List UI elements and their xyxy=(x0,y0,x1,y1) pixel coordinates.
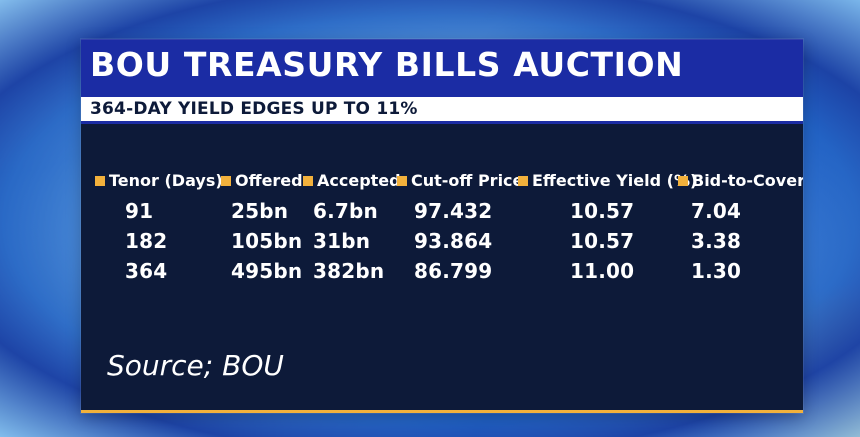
page-title: BOU TREASURY BILLS AUCTION xyxy=(90,45,684,84)
source-note: Source; BOU xyxy=(107,349,284,382)
row-3-bid-to-cover: 1.30 xyxy=(691,259,742,283)
row-1-effective-yield: 10.57 xyxy=(570,199,635,223)
row-1-cutoff-price: 97.432 xyxy=(414,199,493,223)
header-label-offered: Offered xyxy=(235,171,303,190)
row-1-accepted: 6.7bn xyxy=(313,199,378,223)
header-label-cutoff-price: Cut-off Price xyxy=(411,171,524,190)
subtitle-bar: 364-DAY YIELD EDGES UP TO 11% xyxy=(81,97,803,124)
subtitle: 364-DAY YIELD EDGES UP TO 11% xyxy=(90,99,418,119)
table-content: Tenor (Days) Offered Accepted Cut-off Pr… xyxy=(81,124,803,413)
row-3-offered: 495bn xyxy=(231,259,303,283)
row-1-bid-to-cover: 7.04 xyxy=(691,199,742,223)
auction-table: Tenor (Days) Offered Accepted Cut-off Pr… xyxy=(81,124,803,413)
header-cutoff-price: Cut-off Price xyxy=(397,173,523,189)
header-accepted: Accepted xyxy=(303,173,401,189)
header-tenor: Tenor (Days) xyxy=(95,173,223,189)
header-effective-yield: Effective Yield (%) xyxy=(518,173,697,189)
row-2-accepted: 31bn xyxy=(313,229,371,253)
header-offered: Offered xyxy=(221,173,303,189)
row-3-cutoff-price: 86.799 xyxy=(414,259,493,283)
header-label-effective-yield: Effective Yield (%) xyxy=(532,171,698,190)
row-3-tenor: 364 xyxy=(125,259,168,283)
header-bar: BOU TREASURY BILLS AUCTION xyxy=(81,39,803,97)
header-bullet-icon xyxy=(95,176,105,186)
header-bullet-icon xyxy=(303,176,313,186)
header-label-accepted: Accepted xyxy=(317,171,401,190)
header-label-tenor: Tenor (Days) xyxy=(109,171,223,190)
row-2-bid-to-cover: 3.38 xyxy=(691,229,742,253)
graphic-card: BOU TREASURY BILLS AUCTION 364-DAY YIELD… xyxy=(81,39,803,413)
header-bid-to-cover: Bid-to-Cover xyxy=(678,173,803,189)
header-label-bid-to-cover: Bid-to-Cover xyxy=(692,171,803,190)
header-bullet-icon xyxy=(678,176,688,186)
row-2-cutoff-price: 93.864 xyxy=(414,229,493,253)
row-3-effective-yield: 11.00 xyxy=(570,259,635,283)
bottom-accent-stripe xyxy=(81,410,803,413)
row-2-offered: 105bn xyxy=(231,229,303,253)
header-bullet-icon xyxy=(397,176,407,186)
row-2-effective-yield: 10.57 xyxy=(570,229,635,253)
row-3-accepted: 382bn xyxy=(313,259,385,283)
row-2-tenor: 182 xyxy=(125,229,168,253)
header-bullet-icon xyxy=(221,176,231,186)
row-1-offered: 25bn xyxy=(231,199,289,223)
header-bullet-icon xyxy=(518,176,528,186)
row-1-tenor: 91 xyxy=(125,199,154,223)
